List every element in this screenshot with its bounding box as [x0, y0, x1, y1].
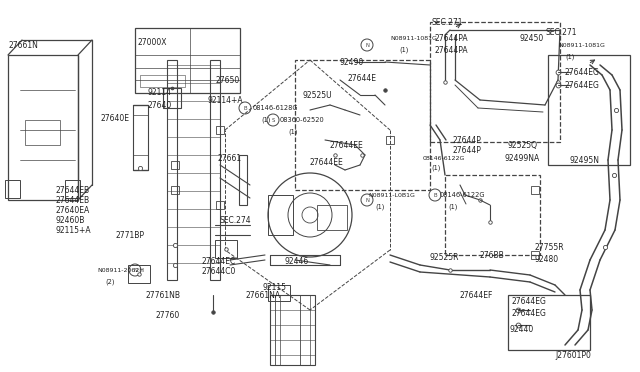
Text: 27644EG: 27644EG — [565, 80, 600, 90]
Text: 27644EE: 27644EE — [330, 141, 364, 150]
Bar — [268, 195, 293, 235]
Text: 92450: 92450 — [520, 33, 544, 42]
Bar — [270, 295, 315, 365]
Text: S: S — [271, 118, 275, 122]
Text: 27644C0: 27644C0 — [202, 267, 236, 276]
Text: 92490: 92490 — [340, 58, 364, 67]
Text: 27650: 27650 — [215, 76, 239, 84]
Text: 92480: 92480 — [535, 256, 559, 264]
Text: 27755R: 27755R — [535, 244, 564, 253]
Text: 27644EG: 27644EG — [512, 298, 547, 307]
Bar — [239, 155, 247, 205]
Bar — [386, 136, 394, 144]
Text: 27644EB: 27644EB — [55, 186, 89, 195]
Text: 27644E: 27644E — [348, 74, 377, 83]
Text: N: N — [133, 267, 137, 273]
Bar — [268, 285, 290, 301]
Bar — [445, 175, 540, 255]
Text: 27644EC: 27644EC — [202, 257, 236, 266]
Text: 27000X: 27000X — [138, 38, 168, 46]
Bar — [548, 55, 630, 165]
Text: (1): (1) — [399, 47, 408, 53]
Bar — [317, 205, 347, 230]
Text: N08911-1081G: N08911-1081G — [390, 35, 437, 41]
Text: 27644EF: 27644EF — [460, 291, 493, 299]
Text: 27644EE: 27644EE — [310, 157, 344, 167]
Text: 08360-62520: 08360-62520 — [280, 117, 324, 123]
Bar — [135, 28, 240, 93]
Text: 27644EG: 27644EG — [565, 67, 600, 77]
Text: 92440: 92440 — [510, 326, 534, 334]
Text: 27644P: 27644P — [453, 135, 482, 144]
Text: 92499NA: 92499NA — [505, 154, 540, 163]
Text: 276BB: 276BB — [480, 250, 505, 260]
Text: 92115+A: 92115+A — [55, 225, 91, 234]
Text: (1): (1) — [431, 165, 440, 171]
Text: 27760: 27760 — [155, 311, 179, 320]
Text: 92495N: 92495N — [570, 155, 600, 164]
Text: (2): (2) — [105, 279, 115, 285]
Text: 92525U: 92525U — [303, 90, 333, 99]
Text: SEC.274: SEC.274 — [220, 215, 252, 224]
Bar — [25, 120, 60, 145]
Text: B: B — [243, 106, 247, 110]
Text: N: N — [365, 42, 369, 48]
Text: SEC.271: SEC.271 — [546, 28, 577, 36]
Text: 27644P: 27644P — [453, 145, 482, 154]
Text: N08911-L0B1G: N08911-L0B1G — [368, 192, 415, 198]
Text: 92460B: 92460B — [55, 215, 84, 224]
Bar — [163, 88, 181, 108]
Text: N: N — [365, 198, 369, 202]
Text: 92446: 92446 — [285, 257, 309, 266]
Text: 08146-6122G: 08146-6122G — [440, 192, 486, 198]
Bar — [8, 55, 78, 200]
Text: 08146-6128G: 08146-6128G — [253, 105, 298, 111]
Bar — [215, 240, 237, 258]
Text: SEC.271: SEC.271 — [432, 17, 463, 26]
Text: 27640EA: 27640EA — [55, 205, 89, 215]
Bar — [167, 60, 177, 280]
Bar — [65, 180, 80, 198]
Text: (1): (1) — [448, 204, 458, 210]
Text: 27661N: 27661N — [8, 41, 38, 49]
Text: 92114: 92114 — [148, 87, 172, 96]
Text: 27644EB: 27644EB — [55, 196, 89, 205]
Text: N08911-1081G: N08911-1081G — [558, 42, 605, 48]
Text: 08146-6122G: 08146-6122G — [423, 155, 465, 160]
Text: (1): (1) — [565, 54, 574, 60]
Text: 27644EG: 27644EG — [512, 310, 547, 318]
Text: (1): (1) — [261, 117, 270, 123]
Text: 2771BP: 2771BP — [115, 231, 144, 240]
Text: (1): (1) — [288, 129, 298, 135]
Text: 27661NA: 27661NA — [246, 291, 281, 299]
Bar — [216, 126, 224, 134]
Bar — [171, 161, 179, 169]
Text: 92115: 92115 — [263, 283, 287, 292]
Text: 27644PA: 27644PA — [435, 33, 468, 42]
Bar — [128, 265, 150, 283]
Text: J27601P0: J27601P0 — [555, 350, 591, 359]
Text: 27640: 27640 — [148, 100, 172, 109]
Bar — [171, 186, 179, 194]
Bar — [5, 180, 20, 198]
Text: N08911-2062H: N08911-2062H — [97, 267, 144, 273]
Bar — [531, 186, 539, 194]
Text: 27640E: 27640E — [100, 113, 129, 122]
Bar — [133, 105, 148, 170]
Bar — [531, 251, 539, 259]
Bar — [508, 295, 590, 350]
Text: (1): (1) — [375, 204, 385, 210]
Bar — [216, 201, 224, 209]
Text: 92525R: 92525R — [430, 253, 460, 263]
Bar — [140, 75, 185, 87]
Text: B: B — [433, 192, 437, 198]
Text: 27661: 27661 — [218, 154, 242, 163]
Text: 27644PA: 27644PA — [435, 45, 468, 55]
Bar — [295, 60, 430, 190]
Text: 27761NB: 27761NB — [145, 291, 180, 299]
Bar — [430, 22, 560, 142]
Bar — [210, 60, 220, 280]
Text: 92525Q: 92525Q — [508, 141, 538, 150]
Text: 92114+A: 92114+A — [207, 96, 243, 105]
